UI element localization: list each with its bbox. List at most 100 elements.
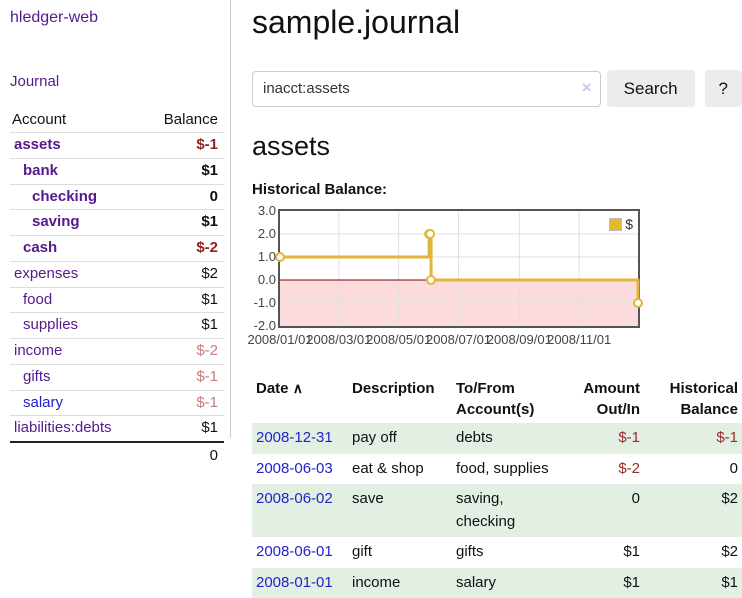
accounts-total-row: 0: [10, 442, 224, 469]
transaction-description: save: [348, 484, 452, 537]
transaction-amount: $-2: [560, 454, 644, 485]
transaction-description: income: [348, 568, 452, 598]
account-row: salary$-1: [10, 390, 224, 416]
transaction-date-link[interactable]: 2008-06-02: [256, 490, 333, 507]
transaction-amount: $1: [560, 568, 644, 598]
account-balance: $1: [144, 158, 224, 184]
account-row: income $-2: [10, 339, 224, 365]
sort-ascending-icon: ∧: [293, 380, 303, 396]
chart-legend: $: [609, 216, 633, 232]
transaction-accounts: saving, checking: [452, 484, 560, 537]
account-row: assets $-1: [10, 133, 224, 159]
legend-label: $: [625, 216, 633, 232]
transaction-accounts: debts: [452, 423, 560, 454]
transaction-balance: $2: [644, 537, 742, 568]
y-axis-tick-label: -2.0: [252, 318, 276, 333]
transaction-amount: 0: [560, 484, 644, 537]
register-column-header[interactable]: Date ∧: [252, 376, 348, 423]
sidebar-item-journal[interactable]: Journal: [10, 73, 230, 90]
transaction-amount: $1: [560, 537, 644, 568]
account-row: gifts $-1: [10, 364, 224, 390]
account-balance: $1: [144, 287, 224, 313]
account-link[interactable]: liabilities:debts: [14, 419, 112, 436]
accounts-table-header: Account Balance: [10, 107, 224, 133]
account-balance: $2: [144, 261, 224, 287]
accounts-total-balance: 0: [144, 442, 224, 469]
x-axis-tick-label: 2008/09/01: [487, 332, 552, 347]
account-balance: $1: [144, 313, 224, 339]
transaction-description: eat & shop: [348, 454, 452, 485]
chart-caption: Historical Balance:: [252, 181, 742, 198]
account-link[interactable]: bank: [23, 162, 58, 179]
legend-swatch-icon: [609, 218, 622, 231]
account-balance: $-2: [144, 339, 224, 365]
account-link[interactable]: gifts: [23, 368, 51, 385]
y-axis-tick-label: 1.0: [252, 249, 276, 264]
clear-search-icon[interactable]: ×: [582, 79, 592, 98]
x-axis-tick-label: 2008/03/01: [306, 332, 371, 347]
transaction-date-link[interactable]: 2008-01-01: [256, 574, 333, 591]
account-link[interactable]: food: [23, 291, 52, 308]
account-page-title: assets: [252, 131, 742, 162]
account-balance: $-2: [144, 236, 224, 262]
account-link[interactable]: assets: [14, 136, 61, 153]
search-input-wrap: ×: [252, 71, 601, 107]
account-link[interactable]: saving: [32, 213, 80, 230]
account-balance: $1: [144, 210, 224, 236]
transaction-balance: $2: [644, 484, 742, 537]
y-axis-tick-label: 0.0: [252, 272, 276, 287]
transaction-date-link[interactable]: 2008-06-03: [256, 460, 333, 477]
transaction-balance: 0: [644, 454, 742, 485]
account-link[interactable]: cash: [23, 239, 57, 256]
transaction-balance: $1: [644, 568, 742, 598]
transaction-accounts: salary: [452, 568, 560, 598]
account-row: food $1: [10, 287, 224, 313]
chart-plot-area: $: [278, 209, 640, 328]
account-row: cash $-2: [10, 236, 224, 262]
account-link[interactable]: income: [14, 342, 62, 359]
transaction-date-link[interactable]: 2008-12-31: [256, 429, 333, 446]
search-row: × Search ?: [252, 70, 742, 107]
account-column-header: Account: [10, 107, 144, 133]
app-brand-link[interactable]: hledger-web: [10, 9, 230, 27]
account-balance: $1: [144, 416, 224, 442]
x-axis-tick-label: 2008/01/01: [247, 332, 312, 347]
y-axis-tick-label: -1.0: [252, 295, 276, 310]
account-link[interactable]: expenses: [14, 265, 78, 282]
search-button[interactable]: Search: [607, 70, 695, 107]
account-link[interactable]: checking: [32, 188, 97, 205]
x-axis-tick-label: 2008/07/01: [426, 332, 491, 347]
account-row: saving $1: [10, 210, 224, 236]
account-row: liabilities:debts $1: [10, 416, 224, 442]
account-row: bank $1: [10, 158, 224, 184]
account-link[interactable]: salary: [23, 394, 63, 411]
transaction-description: gift: [348, 537, 452, 568]
transaction-date-link[interactable]: 2008-06-01: [256, 543, 333, 560]
account-balance: $-1: [144, 364, 224, 390]
help-button[interactable]: ?: [705, 70, 742, 107]
transaction-amount: $-1: [560, 423, 644, 454]
account-balance: $-1: [144, 133, 224, 159]
x-axis-tick-label: 2008/05/01: [366, 332, 431, 347]
y-axis-tick-label: 2.0: [252, 226, 276, 241]
account-link[interactable]: supplies: [23, 316, 78, 333]
transaction-accounts: food, supplies: [452, 454, 560, 485]
search-input[interactable]: [252, 71, 601, 107]
register-column-header: Description: [348, 376, 452, 423]
x-axis-tick-label: 2008/11/01: [547, 332, 611, 347]
